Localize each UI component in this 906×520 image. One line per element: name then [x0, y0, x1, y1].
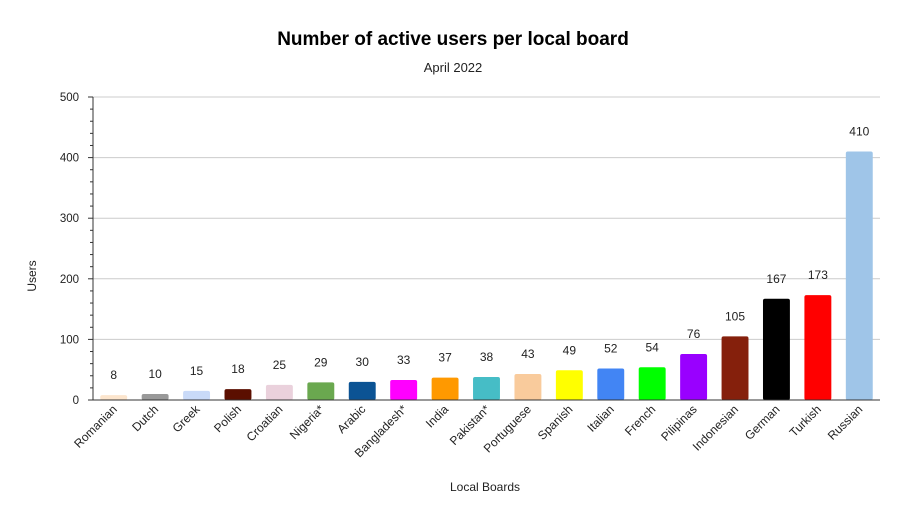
- x-tick-label: Italian: [584, 402, 617, 435]
- data-label: 25: [273, 358, 287, 372]
- y-tick-label: 300: [60, 213, 79, 225]
- x-tick-label: Pilipinas: [658, 402, 700, 444]
- data-label: 54: [646, 340, 660, 354]
- bar-nigeria: [307, 382, 335, 400]
- chart-title: Number of active users per local board: [277, 29, 629, 50]
- data-label: 33: [397, 353, 411, 367]
- data-label: 8: [110, 368, 117, 382]
- bar-turkish: [804, 295, 832, 400]
- bar-german: [762, 298, 790, 400]
- bar-arabic: [348, 381, 376, 400]
- bar-india: [431, 377, 459, 400]
- data-label: 30: [356, 355, 370, 369]
- bar-spanish: [555, 370, 583, 400]
- bar-dutch: [141, 393, 169, 400]
- y-tick-label: 400: [60, 153, 79, 165]
- x-tick-label: India: [423, 402, 452, 431]
- bars: [100, 151, 873, 400]
- bar-portuguese: [514, 373, 542, 400]
- data-label: 43: [521, 347, 535, 361]
- bar-indonesian: [721, 336, 749, 400]
- bar-bangladesh: [390, 380, 418, 400]
- bar-greek: [183, 390, 211, 400]
- x-tick-label: Croatian: [244, 402, 286, 444]
- x-tick-label: French: [622, 402, 658, 438]
- x-tick-label: Polish: [211, 402, 244, 435]
- x-tick-label: Arabic: [334, 402, 368, 436]
- bar-romanian: [100, 395, 128, 400]
- x-tick-label: Romanian: [71, 402, 120, 451]
- y-tick-label: 100: [60, 334, 79, 346]
- data-label: 38: [480, 350, 494, 364]
- labels: 0 100 200 300 400 500 8 Romanian 10 Dutch 15 Greek 1…: [60, 92, 870, 460]
- x-axis-title: Local Boards: [450, 480, 520, 494]
- bar-italian: [597, 368, 625, 400]
- data-label: 52: [604, 341, 618, 355]
- gridlines: [93, 96, 880, 340]
- x-tick-label: Spanish: [535, 402, 576, 443]
- data-label: 18: [231, 362, 245, 376]
- axes: [88, 96, 880, 401]
- data-label: 10: [148, 367, 162, 381]
- data-label: 49: [563, 343, 577, 357]
- y-axis-title: Users: [25, 260, 39, 291]
- data-label: 29: [314, 355, 328, 369]
- x-tick-label: Turkish: [787, 402, 824, 439]
- data-label: 37: [438, 351, 452, 365]
- x-tick-label: Greek: [170, 402, 204, 436]
- y-tick-label: 0: [73, 395, 79, 407]
- y-tick-label: 500: [60, 92, 79, 104]
- chart-subtitle: April 2022: [424, 60, 483, 75]
- bar-polish: [224, 389, 252, 400]
- x-tick-label: Dutch: [129, 402, 161, 434]
- y-tick-label: 200: [60, 274, 79, 286]
- x-tick-label: Russian: [825, 402, 866, 443]
- data-label: 167: [766, 272, 786, 286]
- bar-pilipinas: [680, 353, 708, 400]
- bar-russian: [845, 151, 873, 400]
- data-label: 173: [808, 268, 828, 282]
- data-label: 105: [725, 309, 745, 323]
- bar-french: [638, 367, 666, 400]
- data-label: 76: [687, 327, 701, 341]
- x-tick-label: Nigeria*: [287, 402, 327, 442]
- bar-pakistan: [473, 376, 500, 400]
- bar-croatian: [265, 384, 293, 400]
- data-label: 15: [190, 364, 204, 378]
- x-tick-label: German: [742, 402, 783, 443]
- data-label: 410: [849, 125, 869, 139]
